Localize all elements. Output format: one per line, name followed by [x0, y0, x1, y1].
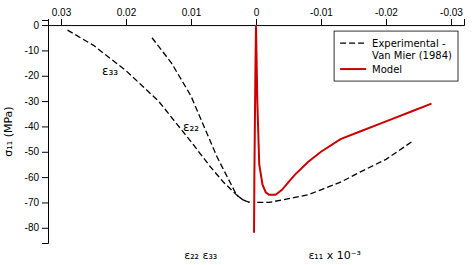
y-tick: -60	[25, 172, 48, 183]
y-tick-mark	[42, 202, 48, 203]
y-tick: -10	[25, 45, 48, 56]
chart: 0 -10 -20 -30 -40 -50 -60 -70 -80 0.03 0.02 0.01 0 -0…	[0, 0, 474, 265]
y-tick-mark	[42, 152, 48, 153]
x-tick: 0.01	[182, 7, 202, 25]
legend-box	[334, 31, 458, 81]
x-tick-mark	[451, 19, 452, 25]
y-tick-mark	[42, 76, 48, 77]
annotation: ε₂₂	[183, 120, 199, 134]
x-tick-mark	[321, 19, 322, 25]
y-tick-mark	[42, 25, 48, 26]
y-tick: -80	[25, 222, 48, 233]
y-tick-mark	[42, 228, 48, 229]
legend-label-line: Model	[372, 64, 402, 75]
y-tick-label: -30	[25, 96, 40, 107]
x-tick-label: -0.03	[440, 7, 463, 18]
y-tick-label: -80	[25, 222, 40, 233]
x-tick: -0.03	[440, 7, 463, 25]
x-tick: 0.03	[52, 7, 72, 25]
series-line	[257, 142, 412, 203]
legend-label: Experimental -Van Mier (1984)	[372, 38, 452, 61]
x-tick: -0.01	[310, 7, 333, 25]
x-tick-mark	[61, 19, 62, 25]
x-tick-mark	[256, 19, 257, 25]
x-tick-mark	[386, 19, 387, 25]
annotation: ε₁₁ x 10⁻³	[308, 249, 360, 262]
y-tick: -20	[25, 70, 48, 81]
y-tick-label: 0	[33, 20, 39, 31]
x-tick-mark	[191, 19, 192, 25]
y-tick-label: -10	[25, 45, 40, 56]
annotations: ε₁₁ x 10⁻³ ε₂₂ ε₃₃ ε₃₃ ε₂₂	[102, 64, 361, 262]
x-tick: -0.02	[375, 7, 398, 25]
y-axis: 0 -10 -20 -30 -40 -50 -60 -70 -80	[25, 20, 49, 244]
legend-swatch	[340, 68, 366, 70]
x-axis-line	[49, 19, 465, 26]
legend-label-line: Experimental -	[372, 38, 446, 49]
series-line	[68, 30, 250, 202]
x-tick-mark	[126, 19, 127, 25]
legend-label: Model	[372, 64, 402, 75]
y-tick: -70	[25, 197, 48, 208]
y-tick: -50	[25, 146, 48, 157]
y-tick-label: -50	[25, 146, 40, 157]
legend-entry: Experimental -Van Mier (1984)	[340, 38, 452, 61]
annotation: ε₃₃	[102, 64, 118, 78]
plot: 0 -10 -20 -30 -40 -50 -60 -70 -80 0.03 0.02 0.01 0 -0…	[25, 7, 465, 262]
y-tick-label: -20	[25, 70, 40, 81]
y-tick: 0	[33, 20, 48, 31]
x-tick-label: -0.01	[310, 7, 333, 18]
y-axis-line	[42, 21, 49, 244]
x-tick: 0.02	[117, 7, 137, 25]
series-line	[152, 38, 250, 203]
y-tick: -40	[25, 121, 48, 132]
x-tick-label: 0	[254, 7, 260, 18]
y-tick-mark	[42, 101, 48, 102]
y-tick-label: -60	[25, 172, 40, 183]
y-axis-title: σ₁₁ (MPa)	[2, 106, 15, 156]
legend-label-line: Van Mier (1984)	[372, 50, 452, 61]
x-tick-label: 0.02	[117, 7, 137, 18]
x-tick-label: 0.03	[52, 7, 72, 18]
x-axis: 0.03 0.02 0.01 0 -0.01 -0.02 -0.03	[49, 7, 465, 26]
legend: Experimental -Van Mier (1984) Model	[334, 31, 458, 81]
y-tick: -30	[25, 96, 48, 107]
legend-swatch	[340, 42, 366, 43]
y-tick-label: -40	[25, 121, 40, 132]
y-tick-mark	[42, 50, 48, 51]
x-tick: 0	[254, 7, 260, 25]
y-tick-label: -70	[25, 197, 40, 208]
annotation: ε₂₂ ε₃₃	[184, 249, 217, 262]
y-tick-mark	[42, 126, 48, 127]
y-tick-mark	[42, 177, 48, 178]
x-tick-label: -0.02	[375, 7, 398, 18]
legend-entry: Model	[340, 64, 402, 75]
x-tick-label: 0.01	[182, 7, 202, 18]
